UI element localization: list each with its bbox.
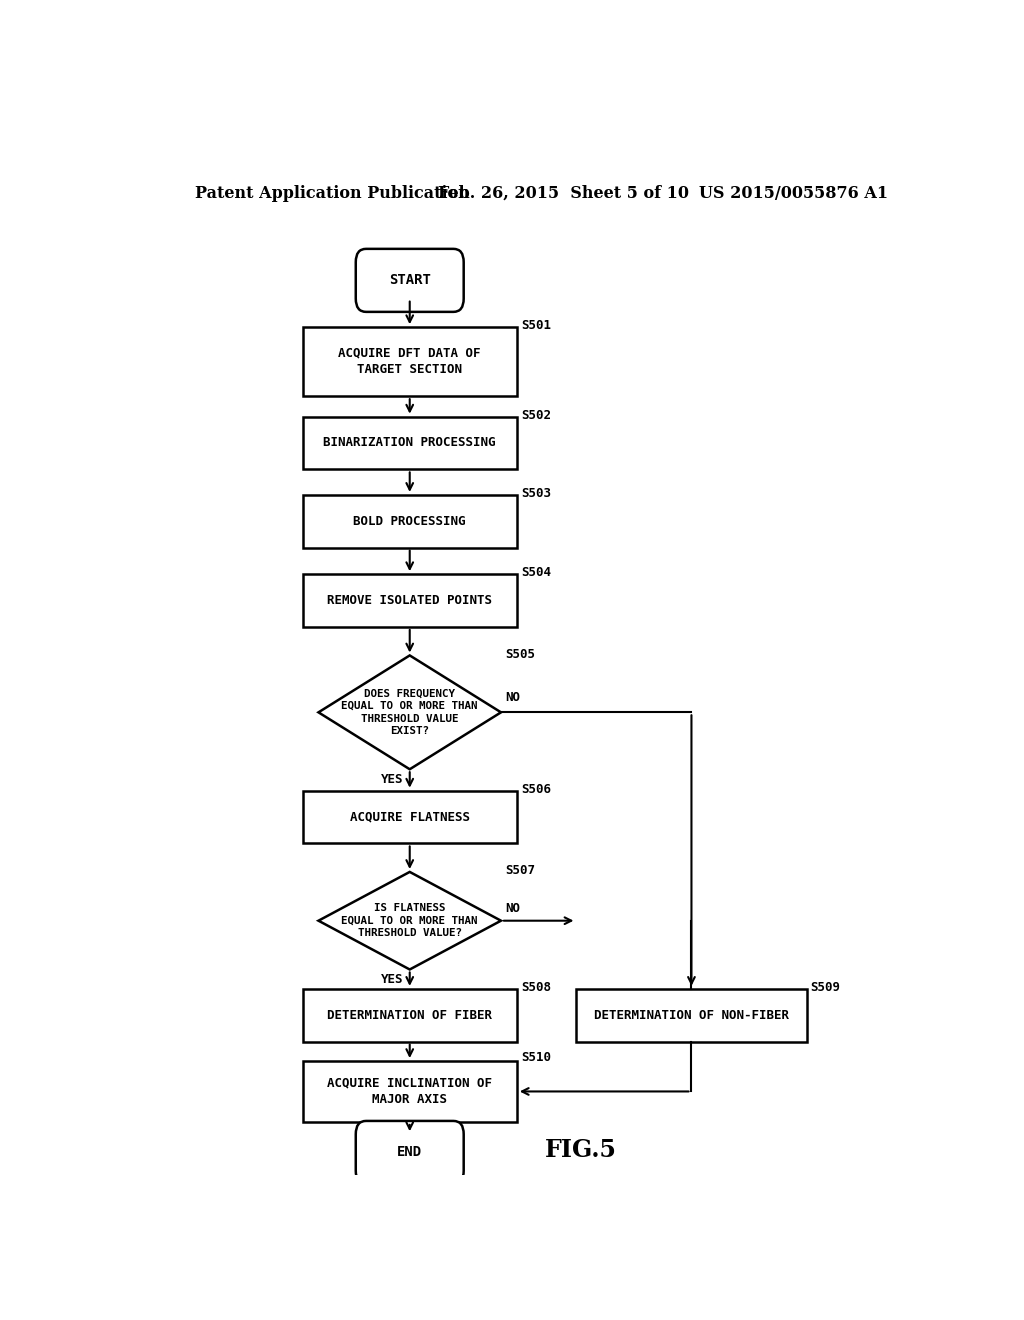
Text: S505: S505 xyxy=(505,648,535,660)
Text: FIG.5: FIG.5 xyxy=(545,1138,616,1162)
Text: YES: YES xyxy=(381,774,403,787)
Text: ACQUIRE INCLINATION OF
MAJOR AXIS: ACQUIRE INCLINATION OF MAJOR AXIS xyxy=(328,1077,493,1106)
Text: DOES FREQUENCY
EQUAL TO OR MORE THAN
THRESHOLD VALUE
EXIST?: DOES FREQUENCY EQUAL TO OR MORE THAN THR… xyxy=(341,689,478,737)
Text: S508: S508 xyxy=(521,981,551,994)
Text: REMOVE ISOLATED POINTS: REMOVE ISOLATED POINTS xyxy=(328,594,493,607)
Text: BINARIZATION PROCESSING: BINARIZATION PROCESSING xyxy=(324,437,496,450)
Text: DETERMINATION OF NON-FIBER: DETERMINATION OF NON-FIBER xyxy=(594,1008,788,1022)
Text: S506: S506 xyxy=(521,783,551,796)
FancyBboxPatch shape xyxy=(355,1121,464,1184)
Text: S510: S510 xyxy=(521,1051,551,1064)
Text: ACQUIRE FLATNESS: ACQUIRE FLATNESS xyxy=(350,810,470,824)
Text: IS FLATNESS
EQUAL TO OR MORE THAN
THRESHOLD VALUE?: IS FLATNESS EQUAL TO OR MORE THAN THRESH… xyxy=(341,903,478,939)
Text: S503: S503 xyxy=(521,487,551,500)
Bar xyxy=(303,989,517,1041)
Text: S504: S504 xyxy=(521,566,551,579)
Text: BOLD PROCESSING: BOLD PROCESSING xyxy=(353,515,466,528)
Bar xyxy=(303,1061,517,1122)
Text: START: START xyxy=(389,273,431,288)
Bar xyxy=(303,574,517,627)
Text: Patent Application Publication: Patent Application Publication xyxy=(196,185,470,202)
Text: S507: S507 xyxy=(505,865,535,876)
Polygon shape xyxy=(318,656,501,770)
Text: DETERMINATION OF FIBER: DETERMINATION OF FIBER xyxy=(328,1008,493,1022)
Text: YES: YES xyxy=(381,973,403,986)
Bar xyxy=(577,989,807,1041)
Bar xyxy=(303,417,517,470)
Bar xyxy=(303,791,517,843)
Text: S509: S509 xyxy=(811,981,841,994)
Bar xyxy=(303,327,517,396)
Text: NO: NO xyxy=(505,692,520,704)
Polygon shape xyxy=(318,873,501,969)
Text: US 2015/0055876 A1: US 2015/0055876 A1 xyxy=(699,185,889,202)
Text: S501: S501 xyxy=(521,319,551,333)
FancyBboxPatch shape xyxy=(355,249,464,312)
Text: ACQUIRE DFT DATA OF
TARGET SECTION: ACQUIRE DFT DATA OF TARGET SECTION xyxy=(339,347,481,376)
Bar xyxy=(303,495,517,548)
Text: END: END xyxy=(397,1146,422,1159)
Text: Feb. 26, 2015  Sheet 5 of 10: Feb. 26, 2015 Sheet 5 of 10 xyxy=(437,185,688,202)
Text: NO: NO xyxy=(505,902,520,915)
Text: S502: S502 xyxy=(521,409,551,421)
